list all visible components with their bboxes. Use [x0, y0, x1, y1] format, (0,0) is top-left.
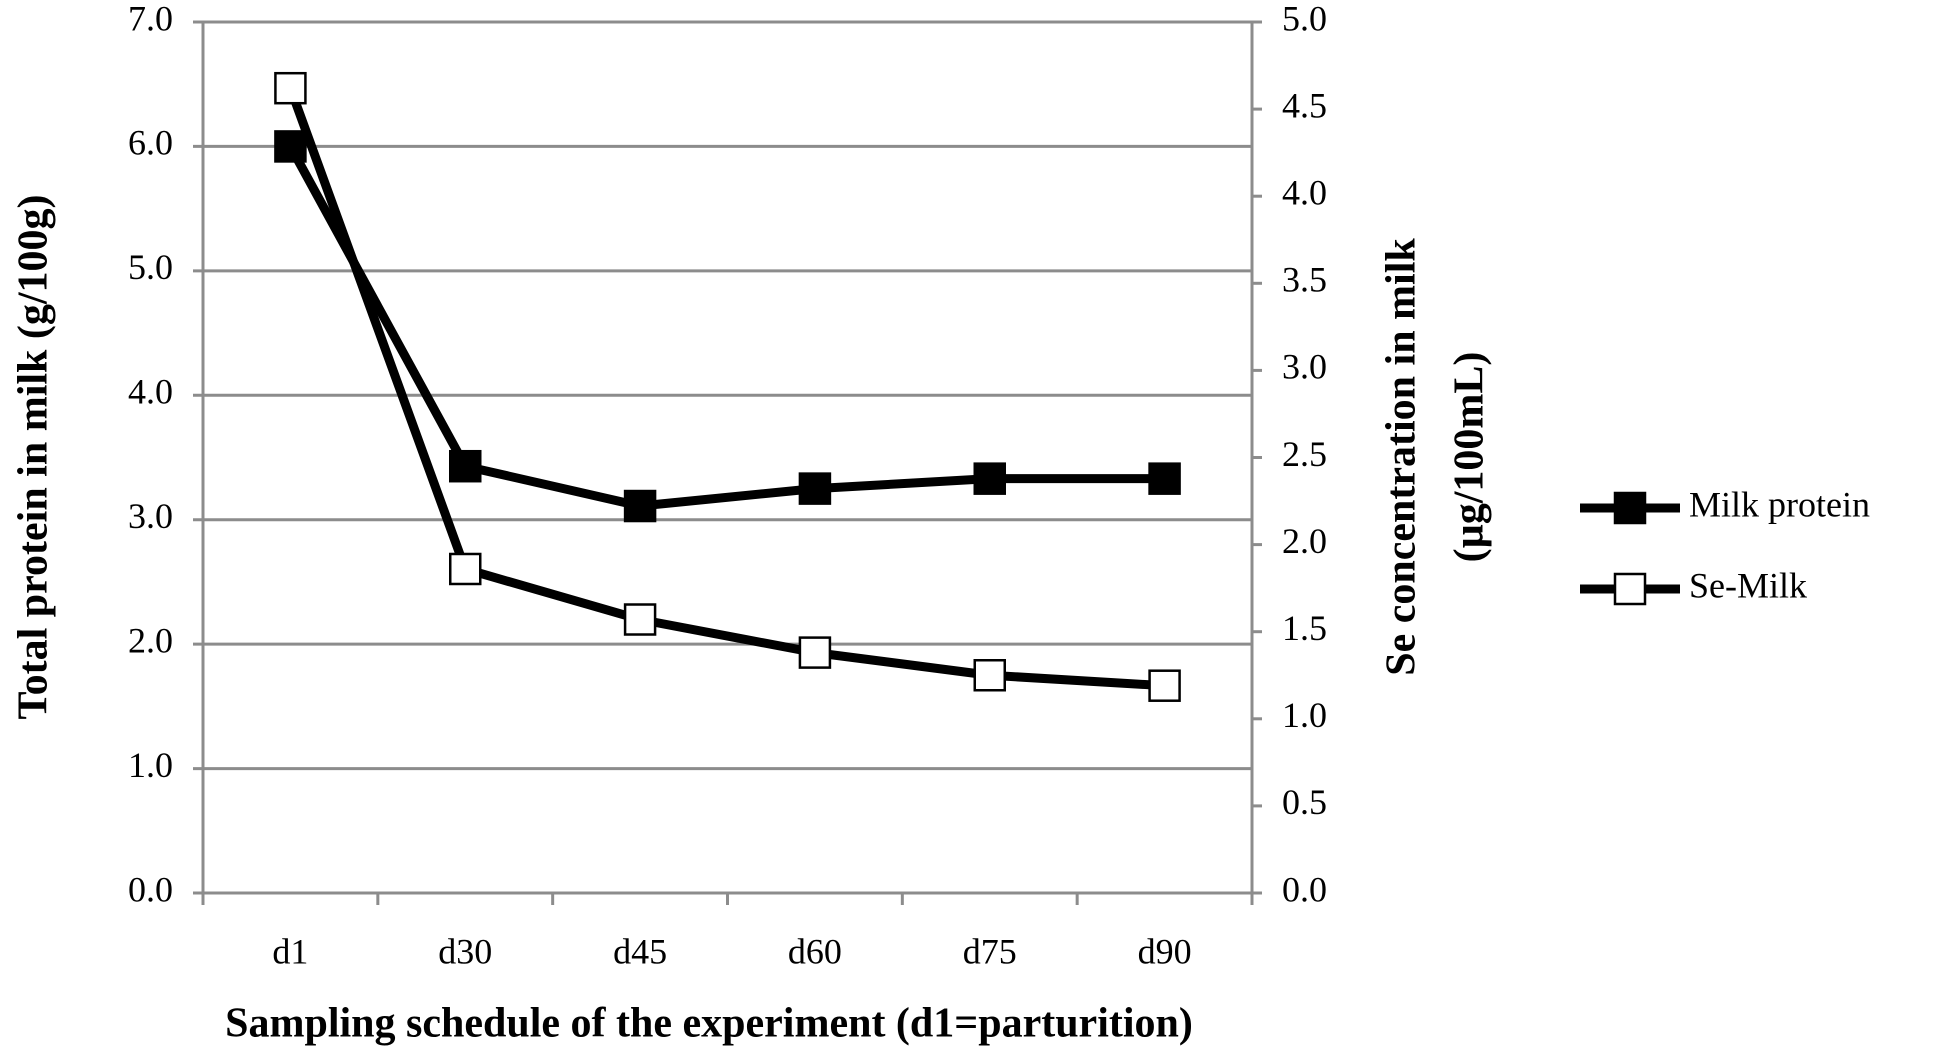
marker — [1148, 669, 1181, 702]
x-tick-label: d90 — [1138, 931, 1192, 971]
series-line — [286, 144, 1165, 511]
x-axis-title: Sampling schedule of the experiment (d1=… — [225, 1001, 1193, 1047]
x-tick-label: d60 — [788, 931, 842, 971]
marker — [973, 462, 1006, 495]
legend-marker — [1613, 572, 1647, 606]
y-tick-label: 3.0 — [128, 496, 173, 536]
series-line — [286, 86, 1165, 691]
y-tick-label: 2.0 — [128, 620, 173, 660]
marker — [623, 603, 657, 636]
marker — [274, 130, 307, 163]
marker — [1148, 462, 1181, 495]
x-tick-label: d75 — [963, 931, 1017, 971]
y-tick-label: 0.0 — [128, 869, 173, 909]
x-tick-label: d45 — [613, 931, 667, 971]
y2-tick-label: 0.5 — [1282, 782, 1327, 822]
y-tick-label: 4.0 — [128, 372, 173, 412]
y2-tick-label: 0.0 — [1282, 869, 1327, 909]
marker — [623, 489, 657, 523]
y-tick-label: 7.0 — [128, 0, 173, 38]
y2-axis-title: Se concentration in milk — [1379, 238, 1425, 676]
y2-tick-label: 2.5 — [1282, 434, 1327, 474]
legend-marker — [1613, 491, 1647, 525]
y-tick-label: 1.0 — [128, 745, 173, 785]
y2-tick-label: 2.0 — [1282, 521, 1327, 561]
y-tick-label: 5.0 — [128, 247, 173, 287]
y-axis-title: Total protein in milk (g/100g) — [11, 194, 57, 719]
x-tick-label: d30 — [438, 931, 492, 971]
marker — [274, 71, 307, 105]
y2-tick-label: 5.0 — [1282, 0, 1327, 38]
y2-tick-label: 1.5 — [1282, 608, 1327, 648]
y2-tick-label: 4.0 — [1282, 172, 1327, 212]
y2-tick-label: 1.0 — [1282, 695, 1327, 735]
y2-tick-label: 3.0 — [1282, 347, 1327, 387]
marker — [798, 636, 832, 669]
marker — [449, 449, 482, 483]
marker — [973, 659, 1006, 692]
x-tick-label: d1 — [272, 931, 308, 971]
marker — [798, 472, 832, 505]
legend-label: Se-Milk — [1689, 565, 1807, 605]
y-tick-label: 6.0 — [128, 123, 173, 163]
y2-axis-title: (µg/100mL) — [1447, 352, 1493, 563]
marker — [449, 552, 482, 586]
y2-tick-label: 4.5 — [1282, 85, 1327, 125]
legend-label: Milk protein — [1689, 484, 1870, 524]
y2-tick-label: 3.5 — [1282, 260, 1327, 300]
